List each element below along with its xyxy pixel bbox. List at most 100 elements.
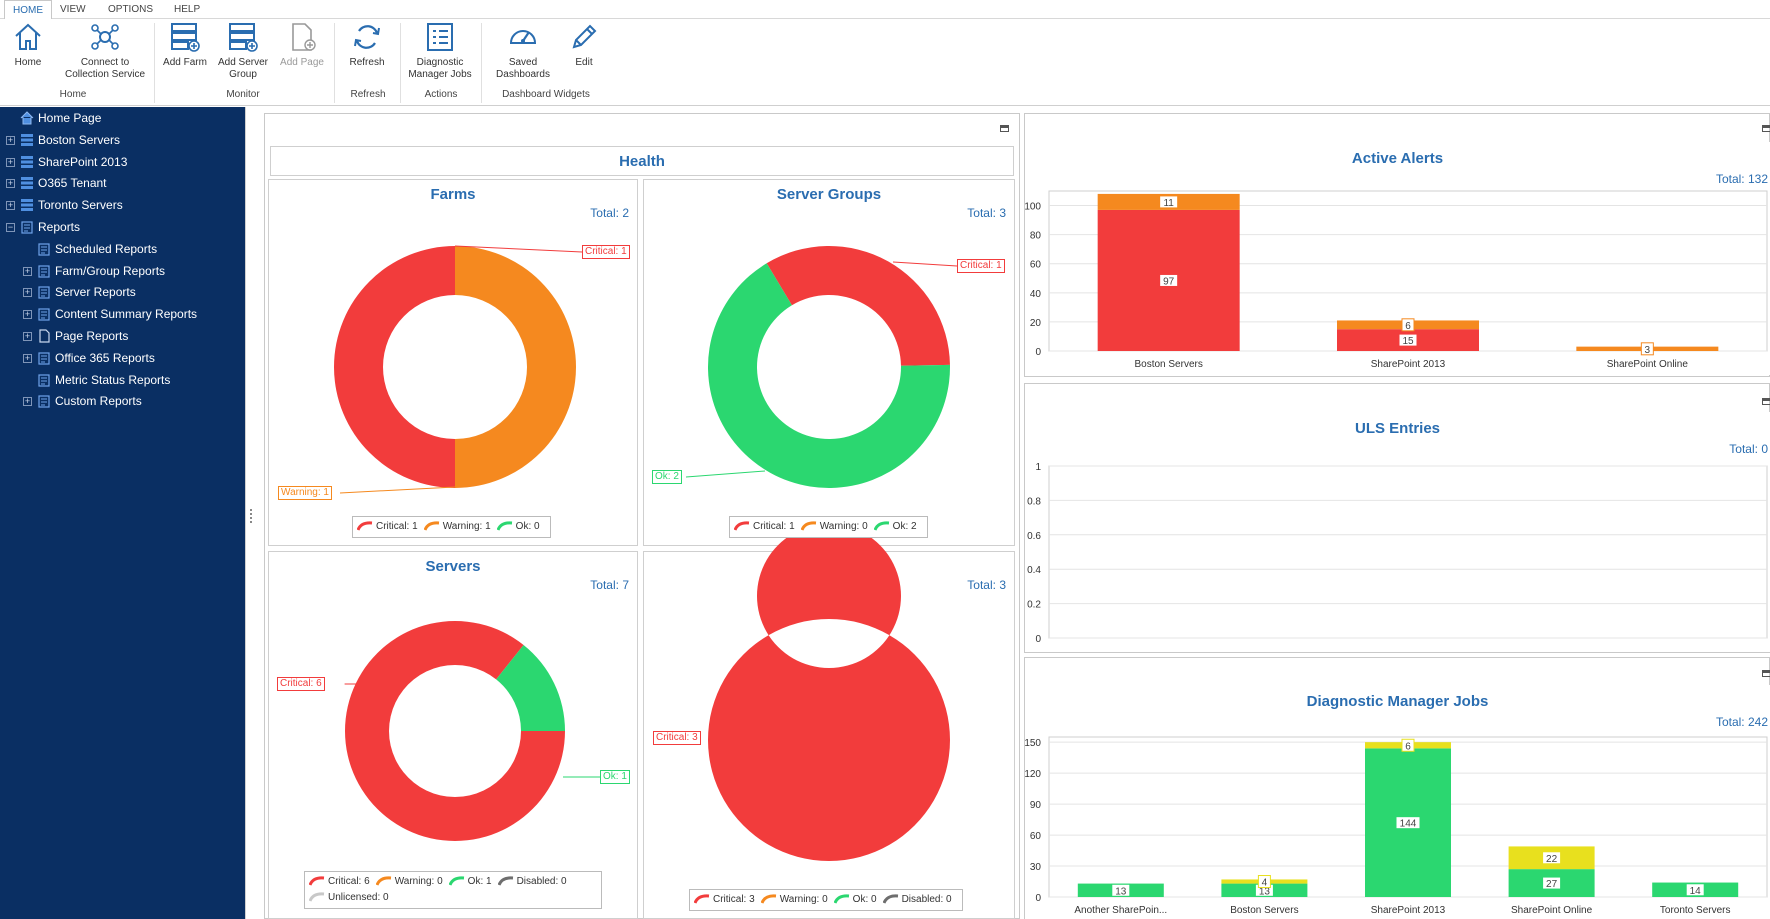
pencil-icon [572,24,597,49]
sidebar-item-label: Office 365 Reports [55,350,155,365]
legend-item-label: Disabled: 0 [516,876,567,887]
home-button[interactable]: Home [8,21,48,69]
sidebar-item-label: Scheduled Reports [55,241,158,256]
navigation-tree: Home Page + Boston Servers + SharePoint 2013… [0,107,245,919]
tab-view[interactable]: VIEW [60,4,86,15]
legend-item: Warning: 0 [760,892,828,908]
expand-icon[interactable]: + [6,200,15,211]
server-icon [21,133,33,146]
add-page-button[interactable]: Add Page [276,21,328,69]
legend-item: Warning: 0 [375,874,443,890]
sidebar-item-sharepoint-2013[interactable]: + SharePoint 2013 [0,152,245,172]
add-server-label-1: Add Server [217,57,269,68]
ribbon-separator [481,23,482,103]
expand-icon[interactable]: + [23,352,32,363]
sidebar-item-home-page[interactable]: Home Page [0,108,245,128]
collapse-icon[interactable]: − [6,222,15,232]
sidebar-item-label: Server Reports [55,285,136,300]
sidebar-item-label: Page Reports [55,329,129,343]
expand-icon[interactable]: + [6,134,15,145]
sidebar-item-label: Boston Servers [38,132,121,147]
sidebar-item-content-summary-reports[interactable]: + Content Summary Reports [0,304,245,324]
expand-icon[interactable]: + [23,265,32,276]
add-farm-icon [171,23,200,52]
diagnostic-manager-jobs-button[interactable]: Diagnostic Manager Jobs [405,21,475,81]
expand-icon[interactable]: + [6,178,15,189]
ribbon-separator [400,23,401,103]
legend-item: Warning: 1 [423,519,491,535]
network-icon [91,24,119,50]
sidebar-item-label: Farm/Group Reports [55,263,166,278]
sidebar-item-farm-group-reports[interactable]: + Farm/Group Reports [0,261,245,281]
expand-icon[interactable]: + [6,156,15,167]
tab-help[interactable]: HELP [174,4,201,15]
sidebar-item-server-reports[interactable]: + Server Reports [0,282,245,302]
callout-label: Critical: 1 [582,245,630,259]
refresh-button[interactable]: Refresh [342,21,392,69]
gauge-icon [509,30,537,44]
legend-item: Disabled: 0 [497,874,567,890]
sidebar-item-o365-tenant[interactable]: + O365 Tenant [0,173,245,193]
legend-item: Critical: 6 [308,874,370,890]
add-server-group-button[interactable]: Add Server Group [214,21,272,81]
edit-label: Edit [575,57,593,68]
legend-item-label: Disabled: 0 [901,894,952,905]
minimize-icon[interactable] [1762,125,1770,132]
uls-title: ULS Entries [1354,420,1441,437]
sidebar-item-label: SharePoint 2013 [38,154,128,169]
uls-total: Total: 0 [1729,442,1768,456]
connect-label-1: Connect to [80,57,130,68]
legend-swatch-icon [497,876,513,886]
legend-item-label: Critical: 1 [376,521,418,532]
expand-icon[interactable]: + [23,331,32,341]
add-farm-label: Add Farm [163,57,207,68]
report-icon [38,352,50,365]
sidebar-item-scheduled-reports[interactable]: Scheduled Reports [0,239,245,259]
home-icon [15,23,41,50]
legend-item-label: Warning: 0 [779,894,828,905]
sidebar-item-label: Home Page [38,111,102,125]
sidebar-item-metric-status-reports[interactable]: Metric Status Reports [0,370,245,390]
tab-options[interactable]: OPTIONS [108,4,154,15]
legend-item-label: Ok: 0 [852,894,877,905]
add-farm-button[interactable]: Add Farm [160,21,210,69]
home-button-label: Home [14,57,42,68]
chart-legend: Critical: 6 Warning: 0 Ok: 1 Disabled: 0 Unl… [304,871,602,909]
sidebar-item-office-365-reports[interactable]: + Office 365 Reports [0,348,245,368]
expand-icon[interactable]: + [23,309,32,320]
sidebar-item-reports[interactable]: − Reports [0,217,245,237]
minimize-icon[interactable] [1000,125,1009,132]
legend-swatch-icon [800,521,816,531]
servers-chart: Servers Total: 7 [268,551,638,919]
minimize-icon[interactable] [1762,398,1770,405]
chart-legend: Critical: 1 Warning: 0 Ok: 2 [729,516,928,538]
tab-home[interactable]: HOME [4,0,52,20]
saved-dashboards-button[interactable]: Saved Dashboards [488,21,558,81]
server-groups-chart: Server Groups Total: 3 [643,179,1015,546]
minimize-icon[interactable] [1762,670,1770,677]
sidebar-item-custom-reports[interactable]: + Custom Reports [0,391,245,411]
diag-label-2: Manager Jobs [408,69,472,80]
sidebar-item-page-reports[interactable]: + Page Reports [0,326,245,346]
legend-item-label: Ok: 2 [892,521,917,532]
legend-item: Critical: 1 [733,519,795,535]
legend-item: Disabled: 0 [882,892,952,908]
add-page-label: Add Page [280,57,324,68]
edit-button[interactable]: Edit [564,21,604,69]
connect-button[interactable]: Connect to Collection Service [60,21,150,81]
legend-swatch-icon [882,894,898,904]
legend-item: Ok: 2 [873,519,917,535]
legend-item-label: Warning: 0 [394,876,443,887]
expand-icon[interactable]: + [23,287,32,298]
ribbon-separator [334,23,335,103]
legend-item-label: Warning: 1 [442,521,491,532]
splitter[interactable] [245,107,257,919]
legend-swatch-icon [693,894,710,904]
diag-label-1: Diagnostic [416,57,464,68]
servers-total: Total: 7 [590,578,629,592]
report-icon [38,286,50,299]
expand-icon[interactable]: + [23,396,32,407]
sidebar-item-boston-servers[interactable]: + Boston Servers [0,130,245,150]
sidebar-item-toronto-servers[interactable]: + Toronto Servers [0,195,245,215]
